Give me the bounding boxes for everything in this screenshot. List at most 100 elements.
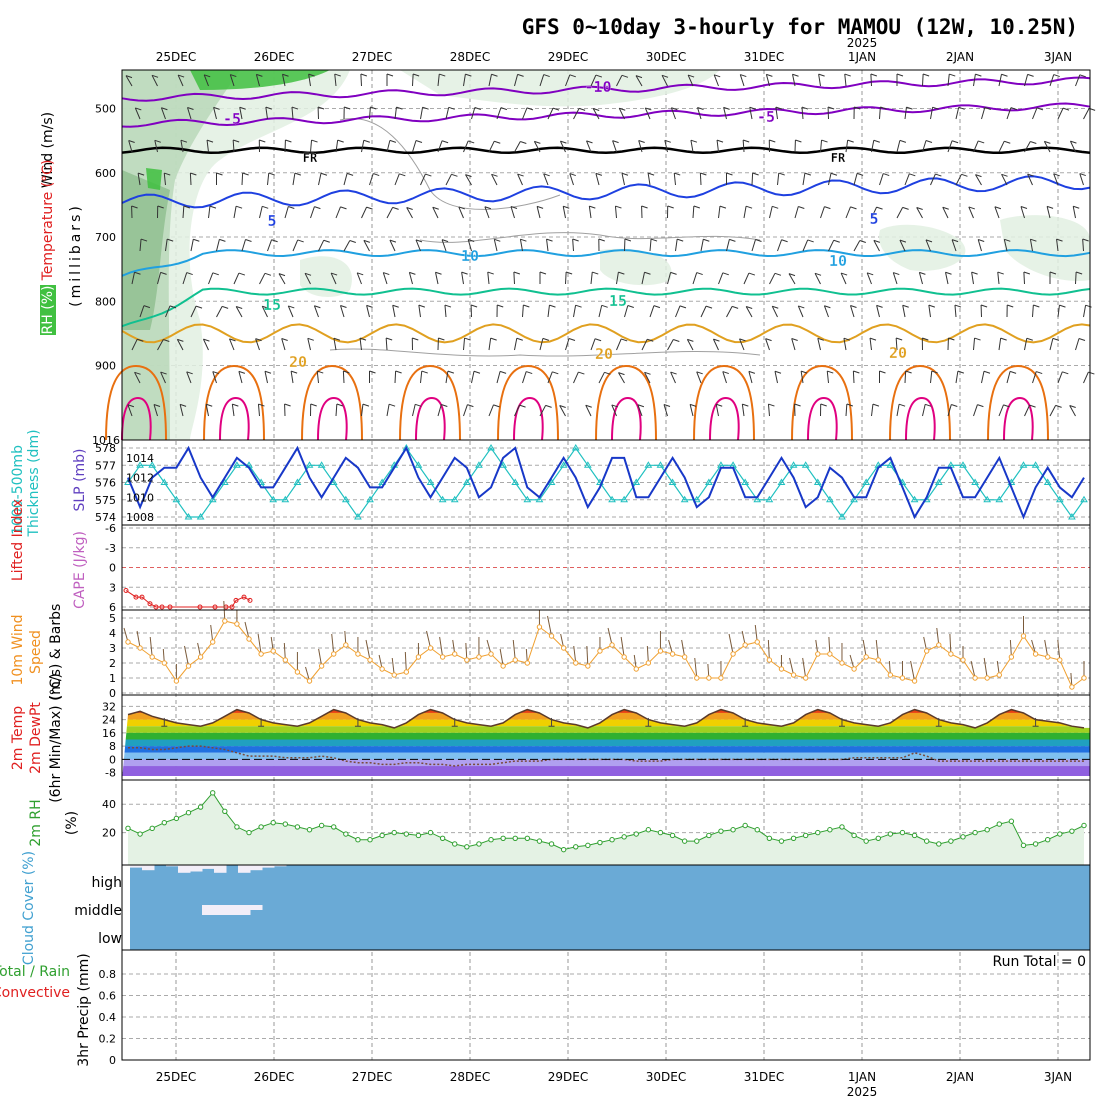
wind-barb	[876, 305, 880, 318]
wind10-barb	[936, 627, 940, 646]
wind-barb	[491, 174, 498, 186]
pressure-tick: 500	[95, 103, 116, 116]
wind-barb-flag	[847, 139, 854, 143]
thickness-point	[825, 495, 834, 503]
rh2m-point	[476, 841, 482, 847]
wind-barb	[330, 272, 337, 285]
pressure-tick: 1016	[92, 434, 120, 447]
rh2m-area	[128, 792, 1084, 865]
wind-barb	[437, 74, 440, 87]
wind-barb	[1053, 173, 1059, 186]
wind10-point	[827, 651, 833, 657]
cloud-high-gap	[238, 865, 251, 873]
wind-barb	[559, 405, 566, 417]
wind-barb-flag	[520, 141, 527, 144]
wind10-point	[452, 651, 458, 657]
wind-barb	[287, 305, 294, 318]
wind-barb-flag	[667, 205, 674, 209]
wind-barb	[241, 172, 244, 186]
lifted-point	[139, 594, 145, 600]
thickness-point	[269, 495, 278, 503]
wind-barb	[514, 338, 518, 351]
wind-barb	[1006, 371, 1011, 384]
wind-barb	[1043, 141, 1051, 153]
pressure-tick: 700	[95, 231, 116, 244]
thickness-point	[475, 461, 483, 468]
wind-barb	[641, 338, 648, 351]
wind10-point	[197, 654, 204, 660]
rh2m-point	[246, 829, 252, 836]
wind-barb-flag	[974, 337, 981, 341]
wind-barb-flag	[1085, 304, 1092, 308]
wind-barb	[904, 107, 907, 120]
wind-barb-flag	[370, 106, 377, 110]
wind-barb-flag	[679, 305, 687, 309]
wind10-barb	[391, 657, 395, 676]
thickness-point	[1019, 461, 1028, 468]
wind-barb-flag	[748, 272, 756, 276]
wind-barb-flag	[1036, 107, 1044, 111]
wind-barb	[203, 74, 209, 87]
wind-barb-flag	[526, 107, 534, 111]
wind-barb-flag	[928, 304, 935, 308]
wind-barb-flag	[542, 337, 550, 341]
rh2m-point	[609, 837, 615, 843]
wind-barb	[206, 140, 209, 153]
wind-barb	[971, 272, 974, 285]
rh2m-point	[439, 835, 446, 841]
wind-barb-flag	[534, 140, 541, 144]
isotherm-25	[595, 364, 657, 441]
wind10-point	[415, 654, 422, 660]
cloud-level-middle: middle	[74, 903, 122, 919]
wind-barb	[942, 206, 949, 219]
thickness-point	[959, 461, 967, 468]
temp-tick: 0	[109, 753, 116, 766]
wind-barb-flag	[517, 173, 524, 177]
wind-barb	[134, 107, 141, 120]
wind-barb-flag	[290, 370, 298, 374]
date-label-bottom: 2JAN	[946, 1070, 974, 1084]
wind-barb-flag	[644, 371, 651, 375]
wind-barb-flag	[284, 403, 291, 407]
wind-barb	[259, 206, 263, 219]
wind-barb-flag	[304, 272, 312, 276]
wind-barb	[265, 107, 268, 120]
wind-barb	[318, 239, 325, 252]
wind-barb	[257, 404, 260, 417]
wind-barb-flag	[624, 238, 632, 242]
isotherm-30	[513, 396, 544, 441]
cloud-mid-gap	[250, 905, 263, 910]
wind-barb	[1032, 107, 1038, 120]
thickness-point	[862, 478, 871, 485]
isotherm-30	[709, 396, 740, 441]
wind-barb	[445, 371, 449, 384]
lifted-line	[125, 590, 251, 608]
wind-barb	[261, 305, 268, 318]
wind-barb	[843, 338, 847, 351]
wind10-barb	[512, 639, 516, 661]
wind-barb-flag	[183, 205, 190, 209]
wind-barb-flag	[621, 338, 628, 342]
lifted-point	[229, 604, 235, 610]
wind-barb-flag	[978, 140, 985, 144]
thickness-point	[934, 478, 943, 485]
wind-barb-flag	[412, 73, 420, 77]
temp-tick: 24	[102, 714, 116, 727]
wind-barb-flag	[1007, 304, 1014, 308]
wind-barb	[154, 140, 158, 153]
precip-tick: 0.4	[99, 1011, 117, 1024]
wind-barb-flag	[604, 371, 611, 375]
wind-barb	[366, 305, 370, 318]
wind-barb	[870, 73, 872, 87]
wind-barb-flag	[255, 338, 262, 342]
rh2m-point	[258, 824, 264, 830]
wind-barb	[1075, 271, 1077, 285]
wind10-barb	[318, 648, 323, 667]
wind-barb-flag	[264, 370, 272, 374]
wind-barb	[675, 239, 678, 252]
rh2m-point	[778, 838, 785, 844]
wind-barb	[922, 140, 927, 153]
wind-barb	[649, 239, 652, 252]
rh2m-point	[681, 838, 688, 844]
wind-barb	[547, 107, 554, 120]
